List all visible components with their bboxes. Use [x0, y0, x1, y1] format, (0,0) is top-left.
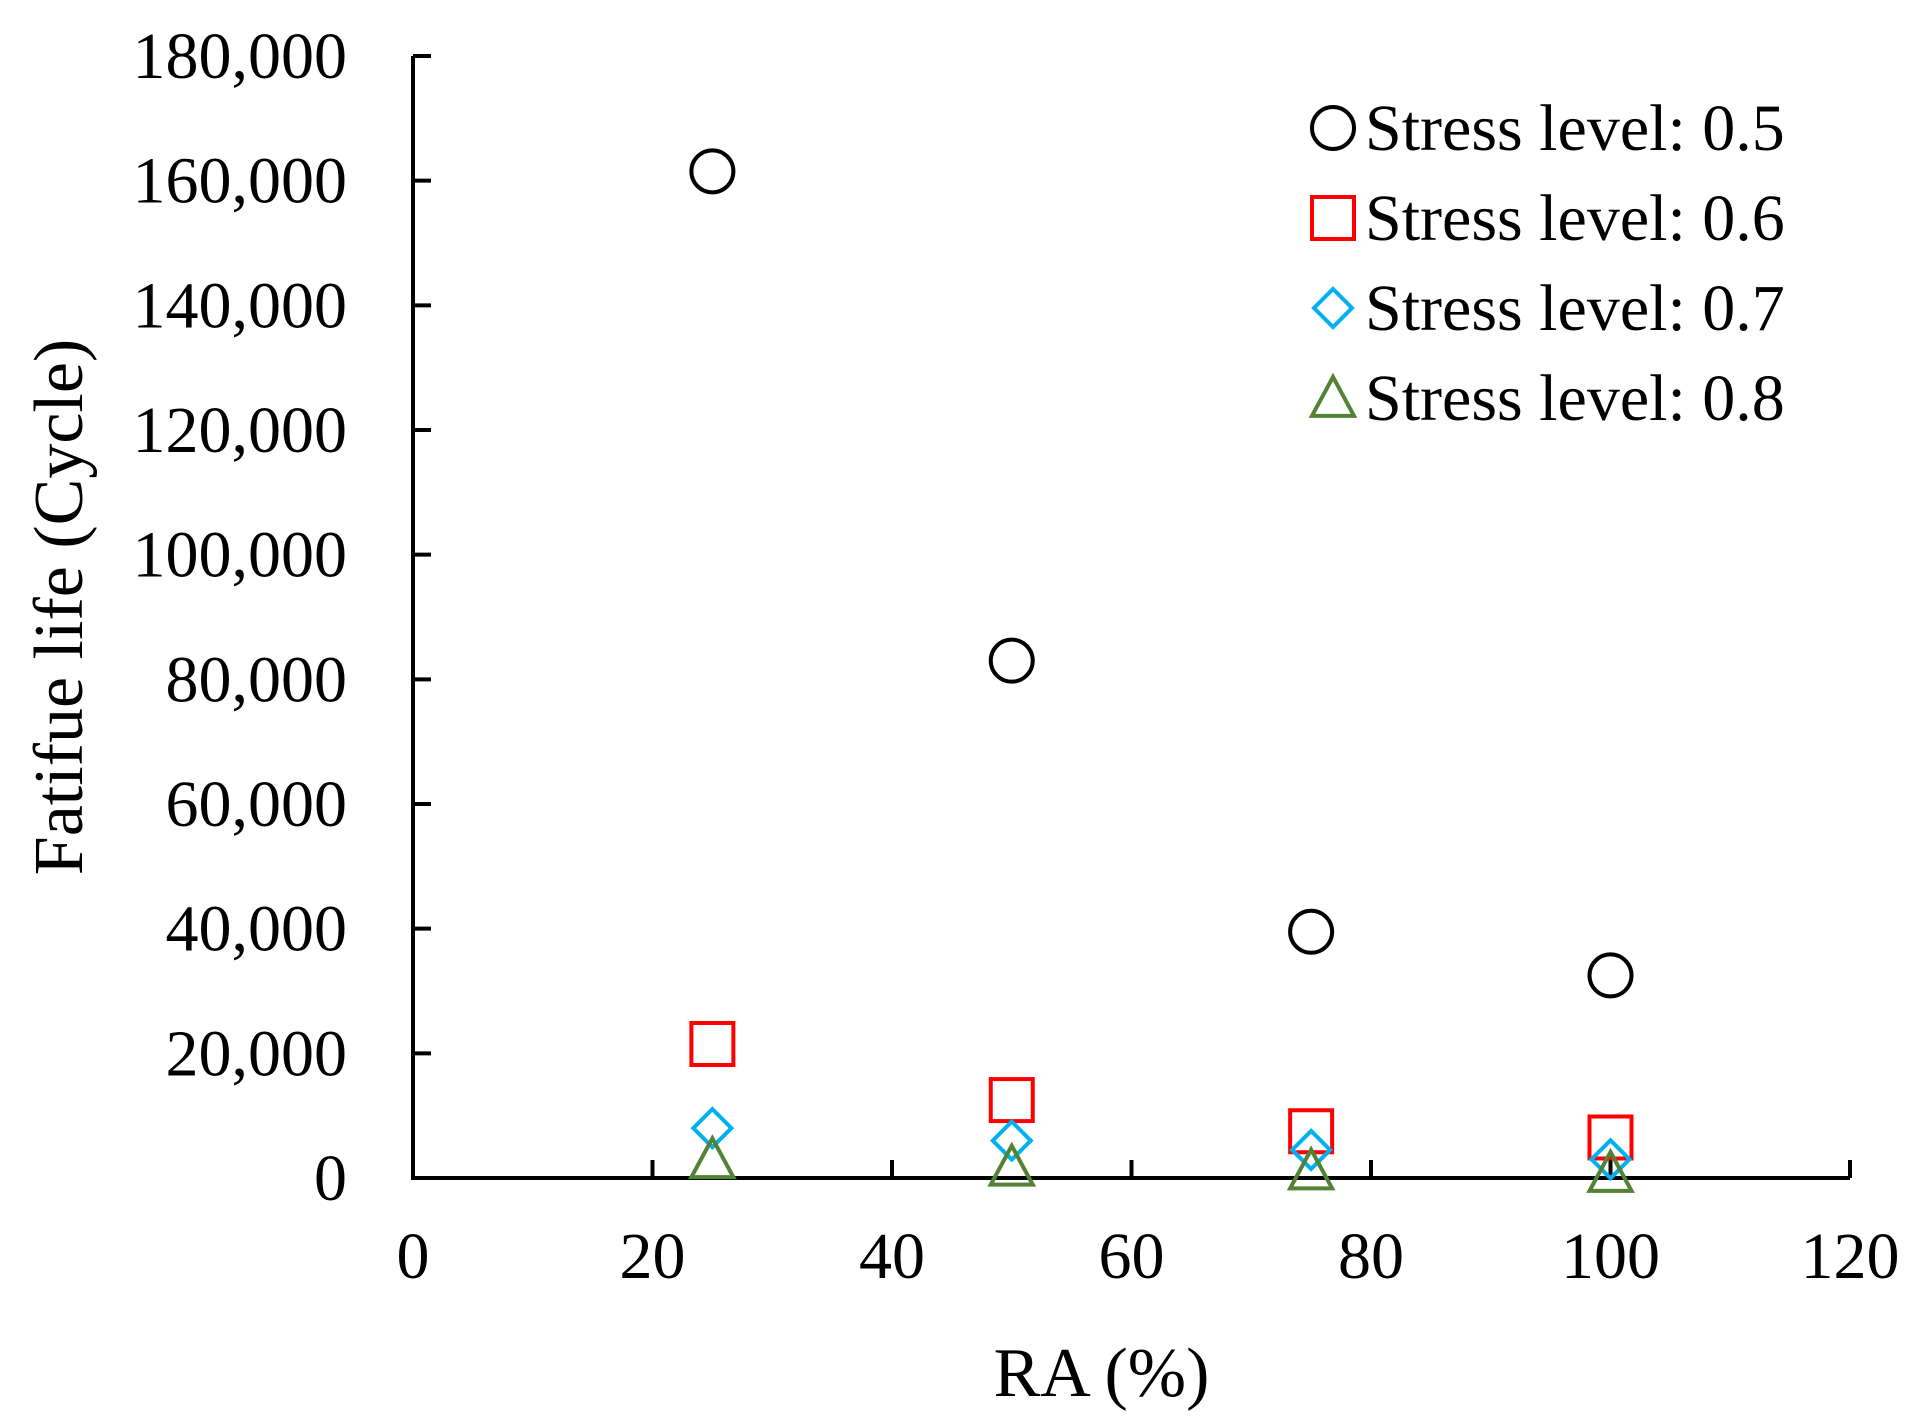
legend-label: Stress level: 0.5 — [1365, 92, 1785, 165]
y-tick-label: 160,000 — [133, 145, 348, 218]
data-point — [1587, 952, 1634, 999]
data-points — [688, 148, 1635, 1193]
x-axis-title: RA (%) — [994, 1335, 1210, 1412]
x-tick-label: 20 — [620, 1220, 686, 1293]
y-tick-label: 20,000 — [166, 1017, 348, 1090]
data-point — [1288, 908, 1335, 955]
y-tick-label: 120,000 — [133, 394, 348, 467]
x-tick-label: 100 — [1561, 1220, 1660, 1293]
legend-marker — [1310, 105, 1356, 151]
data-point — [688, 1134, 737, 1180]
data-point — [1588, 1137, 1633, 1182]
y-tick-label: 100,000 — [133, 519, 348, 592]
y-tick-label: 0 — [314, 1142, 347, 1215]
x-tick-label: 80 — [1338, 1220, 1404, 1293]
data-point — [1286, 1145, 1336, 1191]
series-2 — [689, 1020, 1634, 1161]
x-tick-group: 0 20 40 60 80 100 120 — [397, 1160, 1900, 1293]
data-point — [987, 1141, 1037, 1187]
data-point — [1586, 1147, 1635, 1193]
x-tick-label: 0 — [397, 1220, 430, 1293]
series-4 — [688, 1134, 1635, 1193]
series-3 — [690, 1106, 1633, 1182]
x-tick-label: 40 — [859, 1220, 925, 1293]
x-tick-label: 120 — [1801, 1220, 1900, 1293]
data-point — [988, 637, 1035, 684]
y-axis-title: Fatifue life (Cycle) — [21, 339, 98, 875]
legend-marker — [1311, 286, 1355, 330]
legend: Stress level: 0.5 Stress level: 0.6 Stress… — [1308, 92, 1785, 435]
data-point — [689, 1020, 736, 1067]
legend-label: Stress level: 0.7 — [1365, 272, 1785, 345]
legend-marker — [1308, 372, 1358, 418]
y-tick-label: 40,000 — [166, 893, 348, 966]
data-point — [989, 1118, 1034, 1163]
legend-label: Stress level: 0.8 — [1365, 362, 1785, 435]
data-point — [690, 1106, 735, 1150]
legend-marker — [1310, 195, 1356, 241]
data-point — [1289, 1128, 1333, 1172]
y-tick-label: 140,000 — [133, 269, 348, 342]
data-point — [1587, 1114, 1634, 1161]
y-tick-label: 60,000 — [166, 768, 348, 841]
y-tick-group: 0 20,000 40,000 60,000 80,000 100,000 120,000 1… — [133, 20, 431, 1215]
x-tick-label: 60 — [1099, 1220, 1165, 1293]
legend-label: Stress level: 0.6 — [1365, 182, 1785, 255]
y-tick-label: 180,000 — [133, 20, 348, 93]
series-1 — [689, 148, 1634, 999]
y-tick-label: 80,000 — [166, 643, 348, 716]
data-point — [689, 148, 736, 195]
data-point — [988, 1077, 1035, 1124]
